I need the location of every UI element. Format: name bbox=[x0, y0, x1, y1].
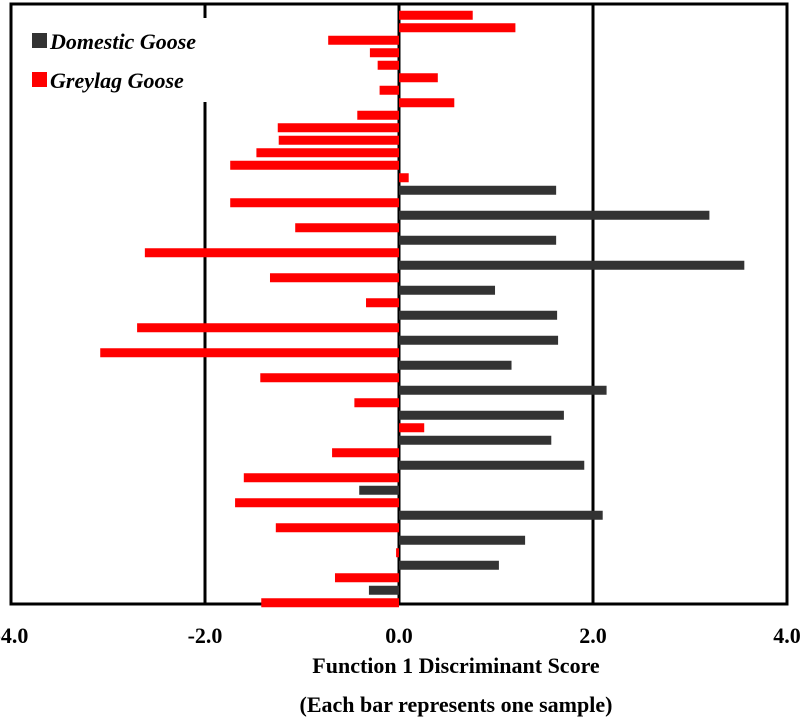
bar-domestic-goose bbox=[399, 535, 526, 545]
x-tick-labels: -4.0 -2.0 0.0 2.0 4.0 bbox=[0, 623, 801, 648]
bar-greylag-goose bbox=[396, 548, 399, 558]
legend-swatch-greylag bbox=[32, 72, 47, 87]
bar-greylag-goose bbox=[399, 173, 409, 183]
bar-greylag-goose bbox=[334, 573, 399, 583]
bar-greylag-goose bbox=[399, 10, 473, 20]
bar-greylag-goose bbox=[261, 598, 399, 608]
legend-box bbox=[13, 18, 251, 102]
bar-greylag-goose bbox=[377, 60, 399, 70]
bar-greylag-goose bbox=[260, 373, 399, 383]
x-tick-label: 0.0 bbox=[385, 623, 413, 648]
bar-greylag-goose bbox=[235, 498, 399, 508]
bars bbox=[100, 10, 745, 608]
bar-greylag-goose bbox=[277, 123, 399, 133]
legend-label-domestic: Domestic Goose bbox=[49, 29, 196, 54]
legend-swatch-domestic bbox=[32, 33, 47, 48]
bar-domestic-goose bbox=[399, 185, 557, 195]
bar-greylag-goose bbox=[332, 448, 399, 458]
bar-domestic-goose bbox=[399, 510, 603, 520]
bar-greylag-goose bbox=[328, 35, 399, 45]
x-tick-label: 4.0 bbox=[773, 623, 801, 648]
bar-greylag-goose bbox=[399, 23, 516, 33]
bar-greylag-goose bbox=[100, 348, 400, 358]
bar-greylag-goose bbox=[275, 523, 399, 533]
bar-domestic-goose bbox=[399, 210, 710, 220]
bar-greylag-goose bbox=[230, 198, 399, 208]
bar-greylag-goose bbox=[354, 398, 399, 408]
bar-domestic-goose bbox=[399, 285, 496, 295]
bar-greylag-goose bbox=[379, 85, 399, 95]
bar-greylag-goose bbox=[399, 98, 455, 108]
bar-greylag-goose bbox=[295, 223, 399, 233]
x-axis-note: (Each bar represents one sample) bbox=[300, 692, 613, 717]
bar-greylag-goose bbox=[269, 273, 399, 283]
bar-greylag-goose bbox=[357, 110, 399, 120]
bar-domestic-goose bbox=[399, 385, 607, 395]
bar-greylag-goose bbox=[230, 160, 399, 170]
bar-greylag-goose bbox=[399, 73, 438, 83]
bar-domestic-goose bbox=[399, 435, 552, 445]
bar-domestic-goose bbox=[399, 410, 564, 420]
bar-domestic-goose bbox=[399, 360, 512, 370]
bar-domestic-goose bbox=[359, 485, 399, 495]
legend-label-greylag: Greylag Goose bbox=[50, 68, 184, 93]
bar-greylag-goose bbox=[399, 423, 425, 433]
bar-domestic-goose bbox=[399, 460, 585, 470]
legend: Domestic Goose Greylag Goose bbox=[13, 18, 251, 102]
bar-domestic-goose bbox=[399, 560, 499, 570]
bar-greylag-goose bbox=[144, 248, 399, 258]
bar-domestic-goose bbox=[399, 260, 745, 270]
bar-domestic-goose bbox=[399, 235, 557, 245]
bar-domestic-goose bbox=[399, 310, 558, 320]
bar-greylag-goose bbox=[366, 298, 399, 308]
bar-greylag-goose bbox=[278, 135, 399, 145]
bar-greylag-goose bbox=[369, 48, 399, 58]
bar-greylag-goose bbox=[137, 323, 399, 333]
x-tick-label: -4.0 bbox=[0, 623, 28, 648]
bar-greylag-goose bbox=[256, 148, 399, 158]
bar-domestic-goose bbox=[368, 585, 399, 595]
x-tick-label: -2.0 bbox=[188, 623, 223, 648]
x-tick-label: 2.0 bbox=[579, 623, 607, 648]
x-axis-title: Function 1 Discriminant Score bbox=[312, 653, 600, 678]
bar-domestic-goose bbox=[399, 335, 559, 345]
bar-greylag-goose bbox=[243, 473, 399, 483]
